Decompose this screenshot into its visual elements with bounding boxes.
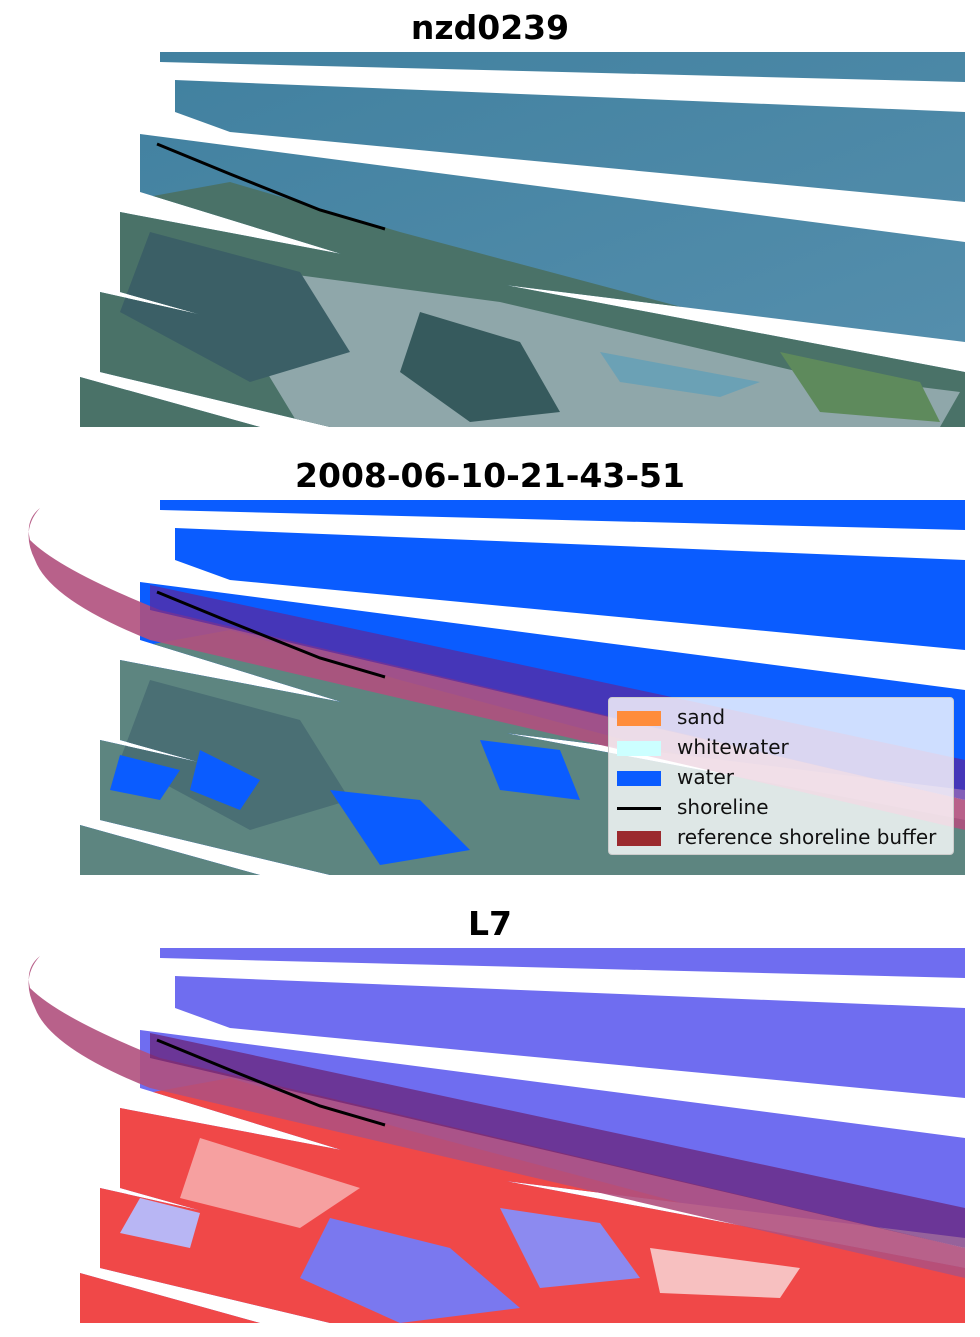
panel-title-index: L7	[468, 904, 512, 943]
satellite-rgb-image	[80, 52, 965, 427]
legend-item-shoreline: shoreline	[617, 792, 953, 820]
panel-title-classified: 2008-06-10-21-43-51	[295, 456, 685, 495]
shoreline-line	[156, 1038, 386, 1127]
legend-item-sand: sand	[617, 702, 953, 730]
legend-label: sand	[677, 705, 726, 729]
legend-label: reference shoreline buffer	[677, 825, 937, 849]
legend-item-water: water	[617, 762, 953, 790]
shoreline-line	[156, 590, 386, 679]
legend-label: water	[677, 765, 734, 789]
shoreline-line	[156, 142, 386, 231]
water-swatch	[617, 771, 661, 786]
legend-item-buffer: reference shoreline buffer	[617, 822, 953, 850]
whitewater-swatch	[617, 741, 661, 756]
water-index-image	[28, 948, 966, 1323]
sand-swatch	[617, 711, 661, 726]
legend-label: shoreline	[677, 795, 769, 819]
legend: sand whitewater water shoreline referenc…	[608, 697, 954, 855]
legend-item-whitewater: whitewater	[617, 732, 953, 760]
panel-title-rgb: nzd0239	[410, 8, 570, 47]
shoreline-swatch	[617, 807, 661, 810]
buffer-swatch	[617, 831, 661, 846]
classified-image	[28, 500, 966, 875]
legend-label: whitewater	[677, 735, 789, 759]
